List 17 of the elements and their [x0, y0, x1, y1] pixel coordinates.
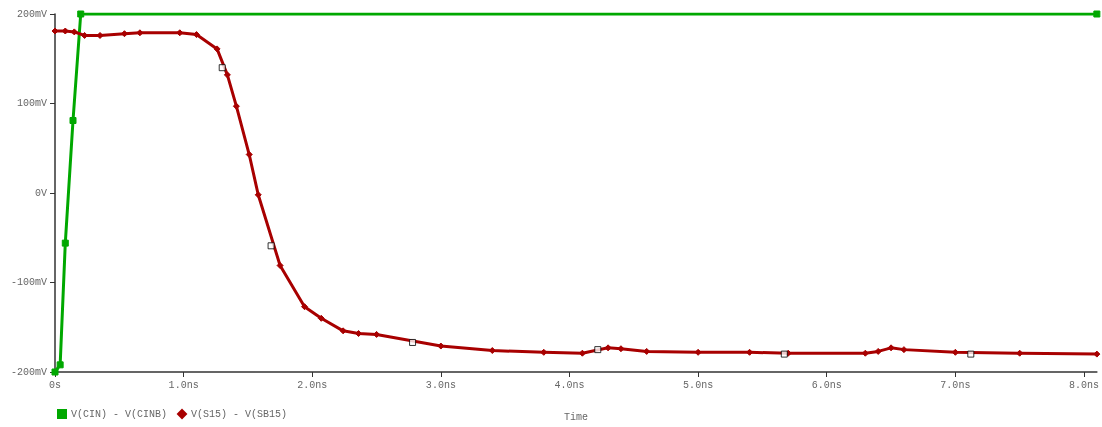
x-tick-label: 5.0ns	[683, 379, 714, 391]
x-tick-label: 3.0ns	[425, 379, 456, 391]
y-tick-label: 0V	[34, 187, 47, 199]
legend-label: V(CIN) - V(CINB)	[71, 408, 168, 420]
x-tick-label: 8.0ns	[1068, 379, 1100, 391]
x-tick-label: 6.0ns	[811, 379, 842, 391]
y-tick-label: 200mV	[16, 8, 47, 20]
y-tick-label: 100mV	[16, 98, 47, 109]
x-tick-label: 7.0ns	[940, 379, 971, 391]
x-tick-label: 2.0ns	[297, 379, 328, 391]
y-tick-label: -200mV	[10, 366, 47, 378]
y-tick-label: -100mV	[10, 277, 47, 288]
x-tick-label: 4.0ns	[554, 379, 585, 391]
legend-label: V(S15) - V(SB15)	[191, 408, 288, 420]
x-tick-label: 0s	[48, 379, 62, 391]
x-tick-label: 1.0ns	[168, 379, 199, 391]
x-axis-title: Time	[563, 411, 588, 423]
